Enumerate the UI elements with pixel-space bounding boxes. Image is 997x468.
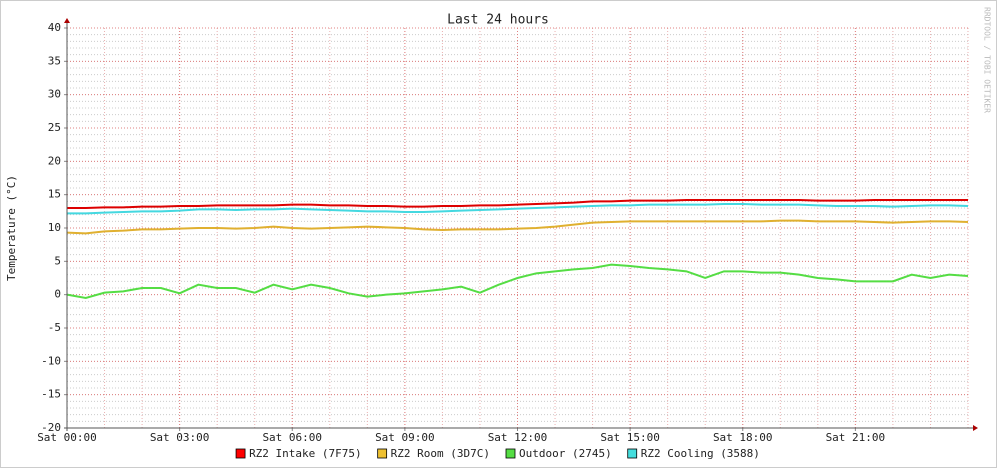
x-tick-label: Sat 12:00 bbox=[488, 431, 548, 444]
chart-title: Last 24 hours bbox=[447, 13, 549, 28]
series-line bbox=[67, 203, 969, 215]
legend-label: RZ2 Intake (7F75) bbox=[249, 447, 362, 460]
legend-swatch bbox=[627, 448, 638, 459]
y-tick-label: 0 bbox=[54, 288, 61, 301]
y-tick-label: 5 bbox=[54, 254, 61, 267]
y-tick-label: 40 bbox=[48, 21, 61, 34]
legend-swatch bbox=[235, 448, 246, 459]
y-tick-label: -10 bbox=[41, 354, 61, 367]
legend-swatch bbox=[377, 448, 388, 459]
y-tick-label: -15 bbox=[41, 388, 61, 401]
y-tick-label: 25 bbox=[48, 121, 61, 134]
legend-swatch bbox=[505, 448, 516, 459]
x-tick-label: Sat 21:00 bbox=[826, 431, 886, 444]
x-tick-label: Sat 06:00 bbox=[262, 431, 322, 444]
x-tick-label: Sat 09:00 bbox=[375, 431, 435, 444]
y-tick-label: 10 bbox=[48, 221, 61, 234]
watermark: RRDTOOL / TOBI OETIKER bbox=[983, 7, 992, 113]
legend-label: RZ2 Room (3D7C) bbox=[391, 447, 490, 460]
x-tick-label: Sat 03:00 bbox=[150, 431, 210, 444]
series-line bbox=[66, 219, 969, 235]
y-axis-arrow bbox=[64, 18, 70, 23]
legend-label: RZ2 Cooling (3588) bbox=[641, 447, 760, 460]
y-axis-label: Temperature (°C) bbox=[5, 175, 18, 281]
x-tick-label: Sat 15:00 bbox=[600, 431, 660, 444]
series-line bbox=[66, 263, 969, 300]
y-tick-label: 15 bbox=[48, 188, 61, 201]
x-axis-arrow bbox=[973, 425, 978, 431]
y-tick-label: -20 bbox=[41, 421, 61, 434]
legend-label: Outdoor (2745) bbox=[519, 447, 612, 460]
x-tick-label: Sat 00:00 bbox=[37, 431, 97, 444]
series-line bbox=[67, 199, 968, 209]
y-tick-label: 20 bbox=[48, 154, 61, 167]
y-tick-label: 30 bbox=[48, 88, 61, 101]
x-tick-label: Sat 18:00 bbox=[713, 431, 773, 444]
y-tick-label: 35 bbox=[48, 54, 61, 67]
y-tick-label: -5 bbox=[48, 321, 61, 334]
